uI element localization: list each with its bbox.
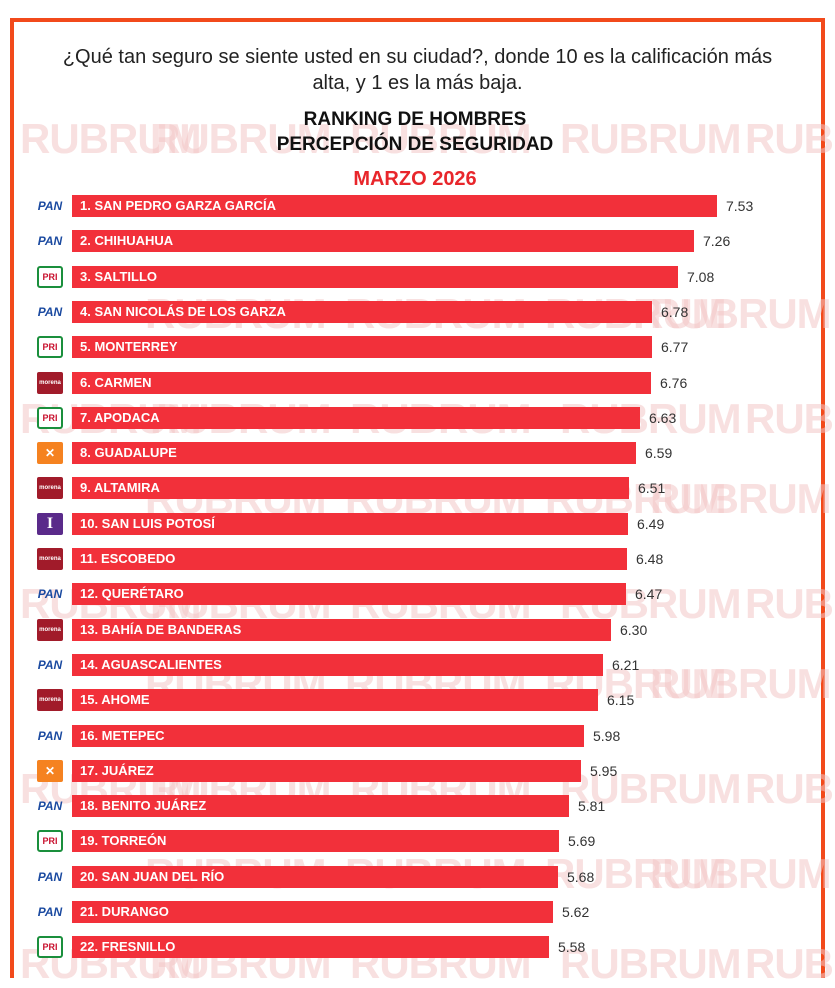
value-label-9: 6.51 — [638, 477, 665, 499]
value-label-18: 5.81 — [578, 795, 605, 817]
bar-11: 11. ESCOBEDO — [72, 548, 627, 570]
party-pri-icon: PRI — [37, 830, 63, 852]
party-pan-icon: PAN — [37, 230, 63, 252]
party-morena-icon: morena — [37, 477, 63, 499]
value-label-16: 5.98 — [593, 725, 620, 747]
survey-question: ¿Qué tan seguro se siente usted en su ci… — [60, 44, 775, 96]
value-label-20: 5.68 — [567, 866, 594, 888]
party-mc-icon: ✕ — [37, 442, 63, 464]
party-pri-icon: PRI — [37, 936, 63, 958]
value-label-10: 6.49 — [637, 513, 664, 535]
bar-3: 3. SALTILLO — [72, 266, 678, 288]
bar-21: 21. DURANGO — [72, 901, 553, 923]
value-label-14: 6.21 — [612, 654, 639, 676]
party-pan-icon: PAN — [37, 866, 63, 888]
party-pan-icon: PAN — [37, 654, 63, 676]
value-label-17: 5.95 — [590, 760, 617, 782]
bar-9: 9. ALTAMIRA — [72, 477, 629, 499]
party-morena-icon: morena — [37, 372, 63, 394]
value-label-8: 6.59 — [645, 442, 672, 464]
value-label-12: 6.47 — [635, 583, 662, 605]
bar-13: 13. BAHÍA DE BANDERAS — [72, 619, 611, 641]
chart-month: MARZO 2026 — [160, 168, 670, 191]
party-pan-icon: PAN — [37, 301, 63, 323]
party-pan-icon: PAN — [37, 195, 63, 217]
bar-19: 19. TORREÓN — [72, 830, 559, 852]
bar-14: 14. AGUASCALIENTES — [72, 654, 603, 676]
bar-6: 6. CARMEN — [72, 372, 651, 394]
value-label-11: 6.48 — [636, 548, 663, 570]
value-label-22: 5.58 — [558, 936, 585, 958]
value-label-5: 6.77 — [661, 336, 688, 358]
bar-12: 12. QUERÉTARO — [72, 583, 626, 605]
party-morena-icon: morena — [37, 619, 63, 641]
party-pri-icon: PRI — [37, 407, 63, 429]
value-label-3: 7.08 — [687, 266, 714, 288]
party-morena-icon: morena — [37, 689, 63, 711]
bar-18: 18. BENITO JUÁREZ — [72, 795, 569, 817]
party-pri-icon: PRI — [37, 336, 63, 358]
bar-2: 2. CHIHUAHUA — [72, 230, 694, 252]
party-pan-icon: PAN — [37, 583, 63, 605]
bar-20: 20. SAN JUAN DEL RÍO — [72, 866, 558, 888]
party-mc-icon: ✕ — [37, 760, 63, 782]
value-label-1: 7.53 — [726, 195, 753, 217]
party-independent-icon: I — [37, 513, 63, 535]
bar-1: 1. SAN PEDRO GARZA GARCÍA — [72, 195, 717, 217]
bar-15: 15. AHOME — [72, 689, 598, 711]
value-label-13: 6.30 — [620, 619, 647, 641]
value-label-2: 7.26 — [703, 230, 730, 252]
value-label-4: 6.78 — [661, 301, 688, 323]
bar-22: 22. FRESNILLO — [72, 936, 549, 958]
bar-4: 4. SAN NICOLÁS DE LOS GARZA — [72, 301, 652, 323]
party-morena-icon: morena — [37, 548, 63, 570]
chart-title-line2: PERCEPCIÓN DE SEGURIDAD — [160, 133, 670, 157]
value-label-7: 6.63 — [649, 407, 676, 429]
chart-title-line1: RANKING DE HOMBRES — [160, 108, 670, 132]
bar-16: 16. METEPEC — [72, 725, 584, 747]
value-label-15: 6.15 — [607, 689, 634, 711]
party-pri-icon: PRI — [37, 266, 63, 288]
party-pan-icon: PAN — [37, 795, 63, 817]
value-label-19: 5.69 — [568, 830, 595, 852]
bar-10: 10. SAN LUIS POTOSÍ — [72, 513, 628, 535]
party-pan-icon: PAN — [37, 901, 63, 923]
value-label-21: 5.62 — [562, 901, 589, 923]
party-pan-icon: PAN — [37, 725, 63, 747]
value-label-6: 6.76 — [660, 372, 687, 394]
bar-7: 7. APODACA — [72, 407, 640, 429]
bar-8: 8. GUADALUPE — [72, 442, 636, 464]
bar-5: 5. MONTERREY — [72, 336, 652, 358]
bar-17: 17. JUÁREZ — [72, 760, 581, 782]
